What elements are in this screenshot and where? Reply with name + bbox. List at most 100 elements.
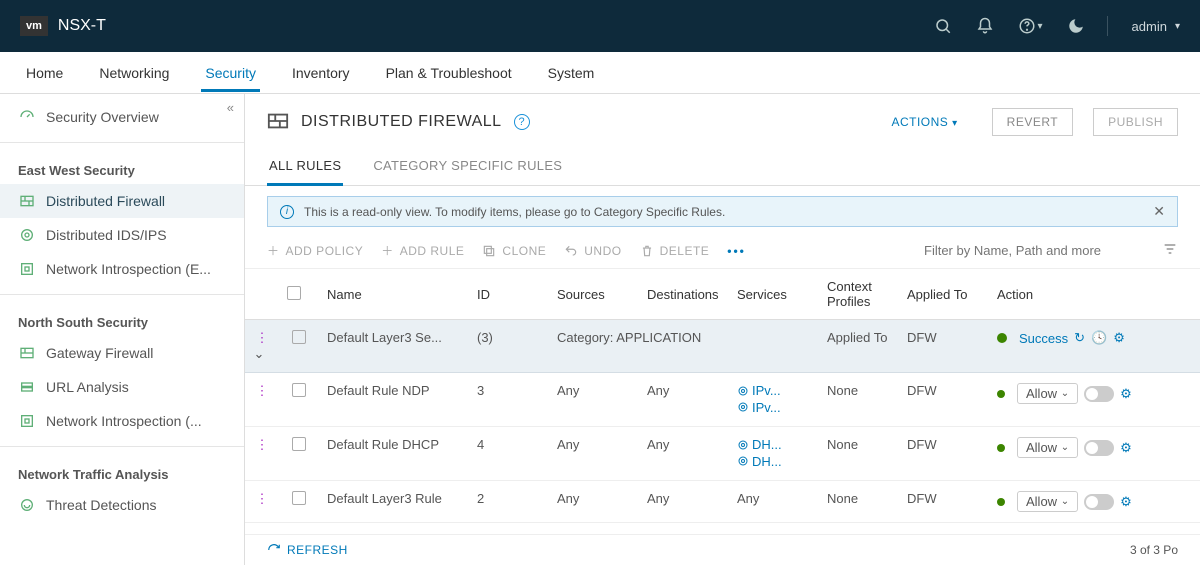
gear-icon[interactable]: ⚙ <box>1113 330 1125 346</box>
drag-handle-icon[interactable]: ⋮ <box>256 330 269 345</box>
checkbox[interactable] <box>292 437 306 451</box>
col-sources: Sources <box>549 269 639 320</box>
clone-button[interactable]: CLONE <box>482 244 546 258</box>
help-icon[interactable]: ▾ <box>1018 17 1043 35</box>
sidebar-section-header: North South Security <box>0 303 244 336</box>
checkbox[interactable] <box>292 383 306 397</box>
more-icon[interactable]: ••• <box>727 244 746 258</box>
checkbox-all[interactable] <box>287 286 301 300</box>
sidebar-item-ids-ips[interactable]: Distributed IDS/IPS <box>0 218 244 252</box>
toggle[interactable] <box>1084 494 1114 510</box>
cell-sources: Any <box>549 427 639 481</box>
gear-icon[interactable]: ⚙ <box>1120 386 1132 402</box>
bell-icon[interactable] <box>976 17 994 35</box>
section-row: ⋮ ⌄ Default Layer3 Se... (3) Category: A… <box>245 320 1200 373</box>
nav-home[interactable]: Home <box>22 54 67 92</box>
cell-id: 3 <box>469 373 549 427</box>
sidebar-item-label: Threat Detections <box>46 497 157 513</box>
cell-sources: Any <box>549 373 639 427</box>
product-name: NSX-T <box>58 17 106 35</box>
checkbox[interactable] <box>292 491 306 505</box>
sidebar-item-gateway-firewall[interactable]: Gateway Firewall <box>0 336 244 370</box>
cell-name: Default Rule NDP <box>319 373 469 427</box>
delete-button[interactable]: DELETE <box>640 244 710 258</box>
close-icon[interactable]: ✕ <box>1153 203 1165 220</box>
action-select[interactable]: Allow ⌄ <box>1017 383 1078 404</box>
sidebar-item-distributed-firewall[interactable]: Distributed Firewall <box>0 184 244 218</box>
status-text[interactable]: Success <box>1019 331 1068 346</box>
cell-context: None <box>819 481 899 523</box>
collapse-sidebar-icon[interactable]: « <box>227 100 234 115</box>
col-applied: Applied To <box>899 269 989 320</box>
toggle[interactable] <box>1084 386 1114 402</box>
info-icon: i <box>280 205 294 219</box>
filter-input[interactable] <box>924 243 1144 258</box>
sidebar-item-label: Gateway Firewall <box>46 345 153 361</box>
cell-services: Any <box>729 481 819 523</box>
undo-button[interactable]: UNDO <box>564 244 621 258</box>
drag-handle-icon[interactable]: ⋮ <box>256 437 269 452</box>
revert-button[interactable]: REVERT <box>992 108 1073 136</box>
user-menu[interactable]: admin ▾ <box>1132 19 1180 34</box>
nav-networking[interactable]: Networking <box>95 54 173 92</box>
cell-id: 4 <box>469 427 549 481</box>
main-nav: Home Networking Security Inventory Plan … <box>0 52 1200 94</box>
nav-security[interactable]: Security <box>201 54 260 92</box>
introspection-icon <box>18 260 36 278</box>
help-icon[interactable]: ? <box>514 114 530 130</box>
table-row: ⋮ Default Layer3 Rule 2 Any Any Any None… <box>245 481 1200 523</box>
gear-icon[interactable]: ⚙ <box>1120 440 1132 456</box>
dark-mode-icon[interactable] <box>1067 17 1085 35</box>
info-text: This is a read-only view. To modify item… <box>304 205 725 219</box>
section-category: Category: APPLICATION <box>549 320 729 373</box>
table-row: ⋮ Default Rule NDP 3 Any Any IPv... IPv.… <box>245 373 1200 427</box>
cell-name: Default Layer3 Rule <box>319 481 469 523</box>
filter-icon[interactable] <box>1162 241 1178 260</box>
checkbox[interactable] <box>292 330 306 344</box>
cell-name: Default Rule DHCP <box>319 427 469 481</box>
tab-category-specific[interactable]: CATEGORY SPECIFIC RULES <box>371 148 564 185</box>
info-banner: i This is a read-only view. To modify it… <box>267 196 1178 227</box>
drag-handle-icon[interactable]: ⋮ <box>256 491 269 506</box>
add-policy-button[interactable]: ＋ ADD POLICY <box>267 242 363 259</box>
sidebar-item-label: Security Overview <box>46 109 159 125</box>
row-count: 3 of 3 Po <box>1130 543 1178 557</box>
gear-icon[interactable]: ⚙ <box>1120 494 1132 510</box>
col-id: ID <box>469 269 549 320</box>
nav-plan-troubleshoot[interactable]: Plan & Troubleshoot <box>382 54 516 92</box>
status-dot-icon <box>997 333 1007 343</box>
topbar: vm NSX-T ▾ admin ▾ <box>0 0 1200 52</box>
col-services: Services <box>729 269 819 320</box>
action-select[interactable]: Allow ⌄ <box>1017 491 1078 512</box>
firewall-icon <box>267 110 289 135</box>
sync-icon[interactable]: ↻ <box>1074 330 1085 346</box>
section-count: (3) <box>469 320 549 373</box>
add-rule-button[interactable]: ＋ ADD RULE <box>381 242 464 259</box>
col-context: Context Profiles <box>819 269 899 320</box>
action-select[interactable]: Allow ⌄ <box>1017 437 1078 458</box>
cell-applied: DFW <box>899 427 989 481</box>
cell-sources: Any <box>549 481 639 523</box>
sidebar-item-url-analysis[interactable]: URL Analysis <box>0 370 244 404</box>
expand-icon[interactable]: ⌄ <box>254 346 265 361</box>
sidebar-item-introspection-ew[interactable]: Network Introspection (E... <box>0 252 244 286</box>
sidebar-item-introspection-ns[interactable]: Network Introspection (... <box>0 404 244 438</box>
search-icon[interactable] <box>934 17 952 35</box>
sidebar-item-label: Network Introspection (... <box>46 413 202 429</box>
actions-menu[interactable]: ACTIONS ▾ <box>891 115 957 129</box>
nav-inventory[interactable]: Inventory <box>288 54 354 92</box>
drag-handle-icon[interactable]: ⋮ <box>256 383 269 398</box>
cell-destinations: Any <box>639 427 729 481</box>
publish-button[interactable]: PUBLISH <box>1093 108 1178 136</box>
refresh-button[interactable]: REFRESH <box>267 543 348 557</box>
status-dot-icon <box>997 444 1005 452</box>
sidebar-item-overview[interactable]: Security Overview <box>0 100 244 134</box>
rules-table: Name ID Sources Destinations Services Co… <box>245 269 1200 534</box>
tab-all-rules[interactable]: ALL RULES <box>267 148 343 186</box>
nav-system[interactable]: System <box>544 54 599 92</box>
footer: REFRESH 3 of 3 Po <box>245 534 1200 565</box>
cell-id: 2 <box>469 481 549 523</box>
sidebar-item-threat-detections[interactable]: Threat Detections <box>0 488 244 522</box>
toggle[interactable] <box>1084 440 1114 456</box>
sidebar-section-header: East West Security <box>0 151 244 184</box>
